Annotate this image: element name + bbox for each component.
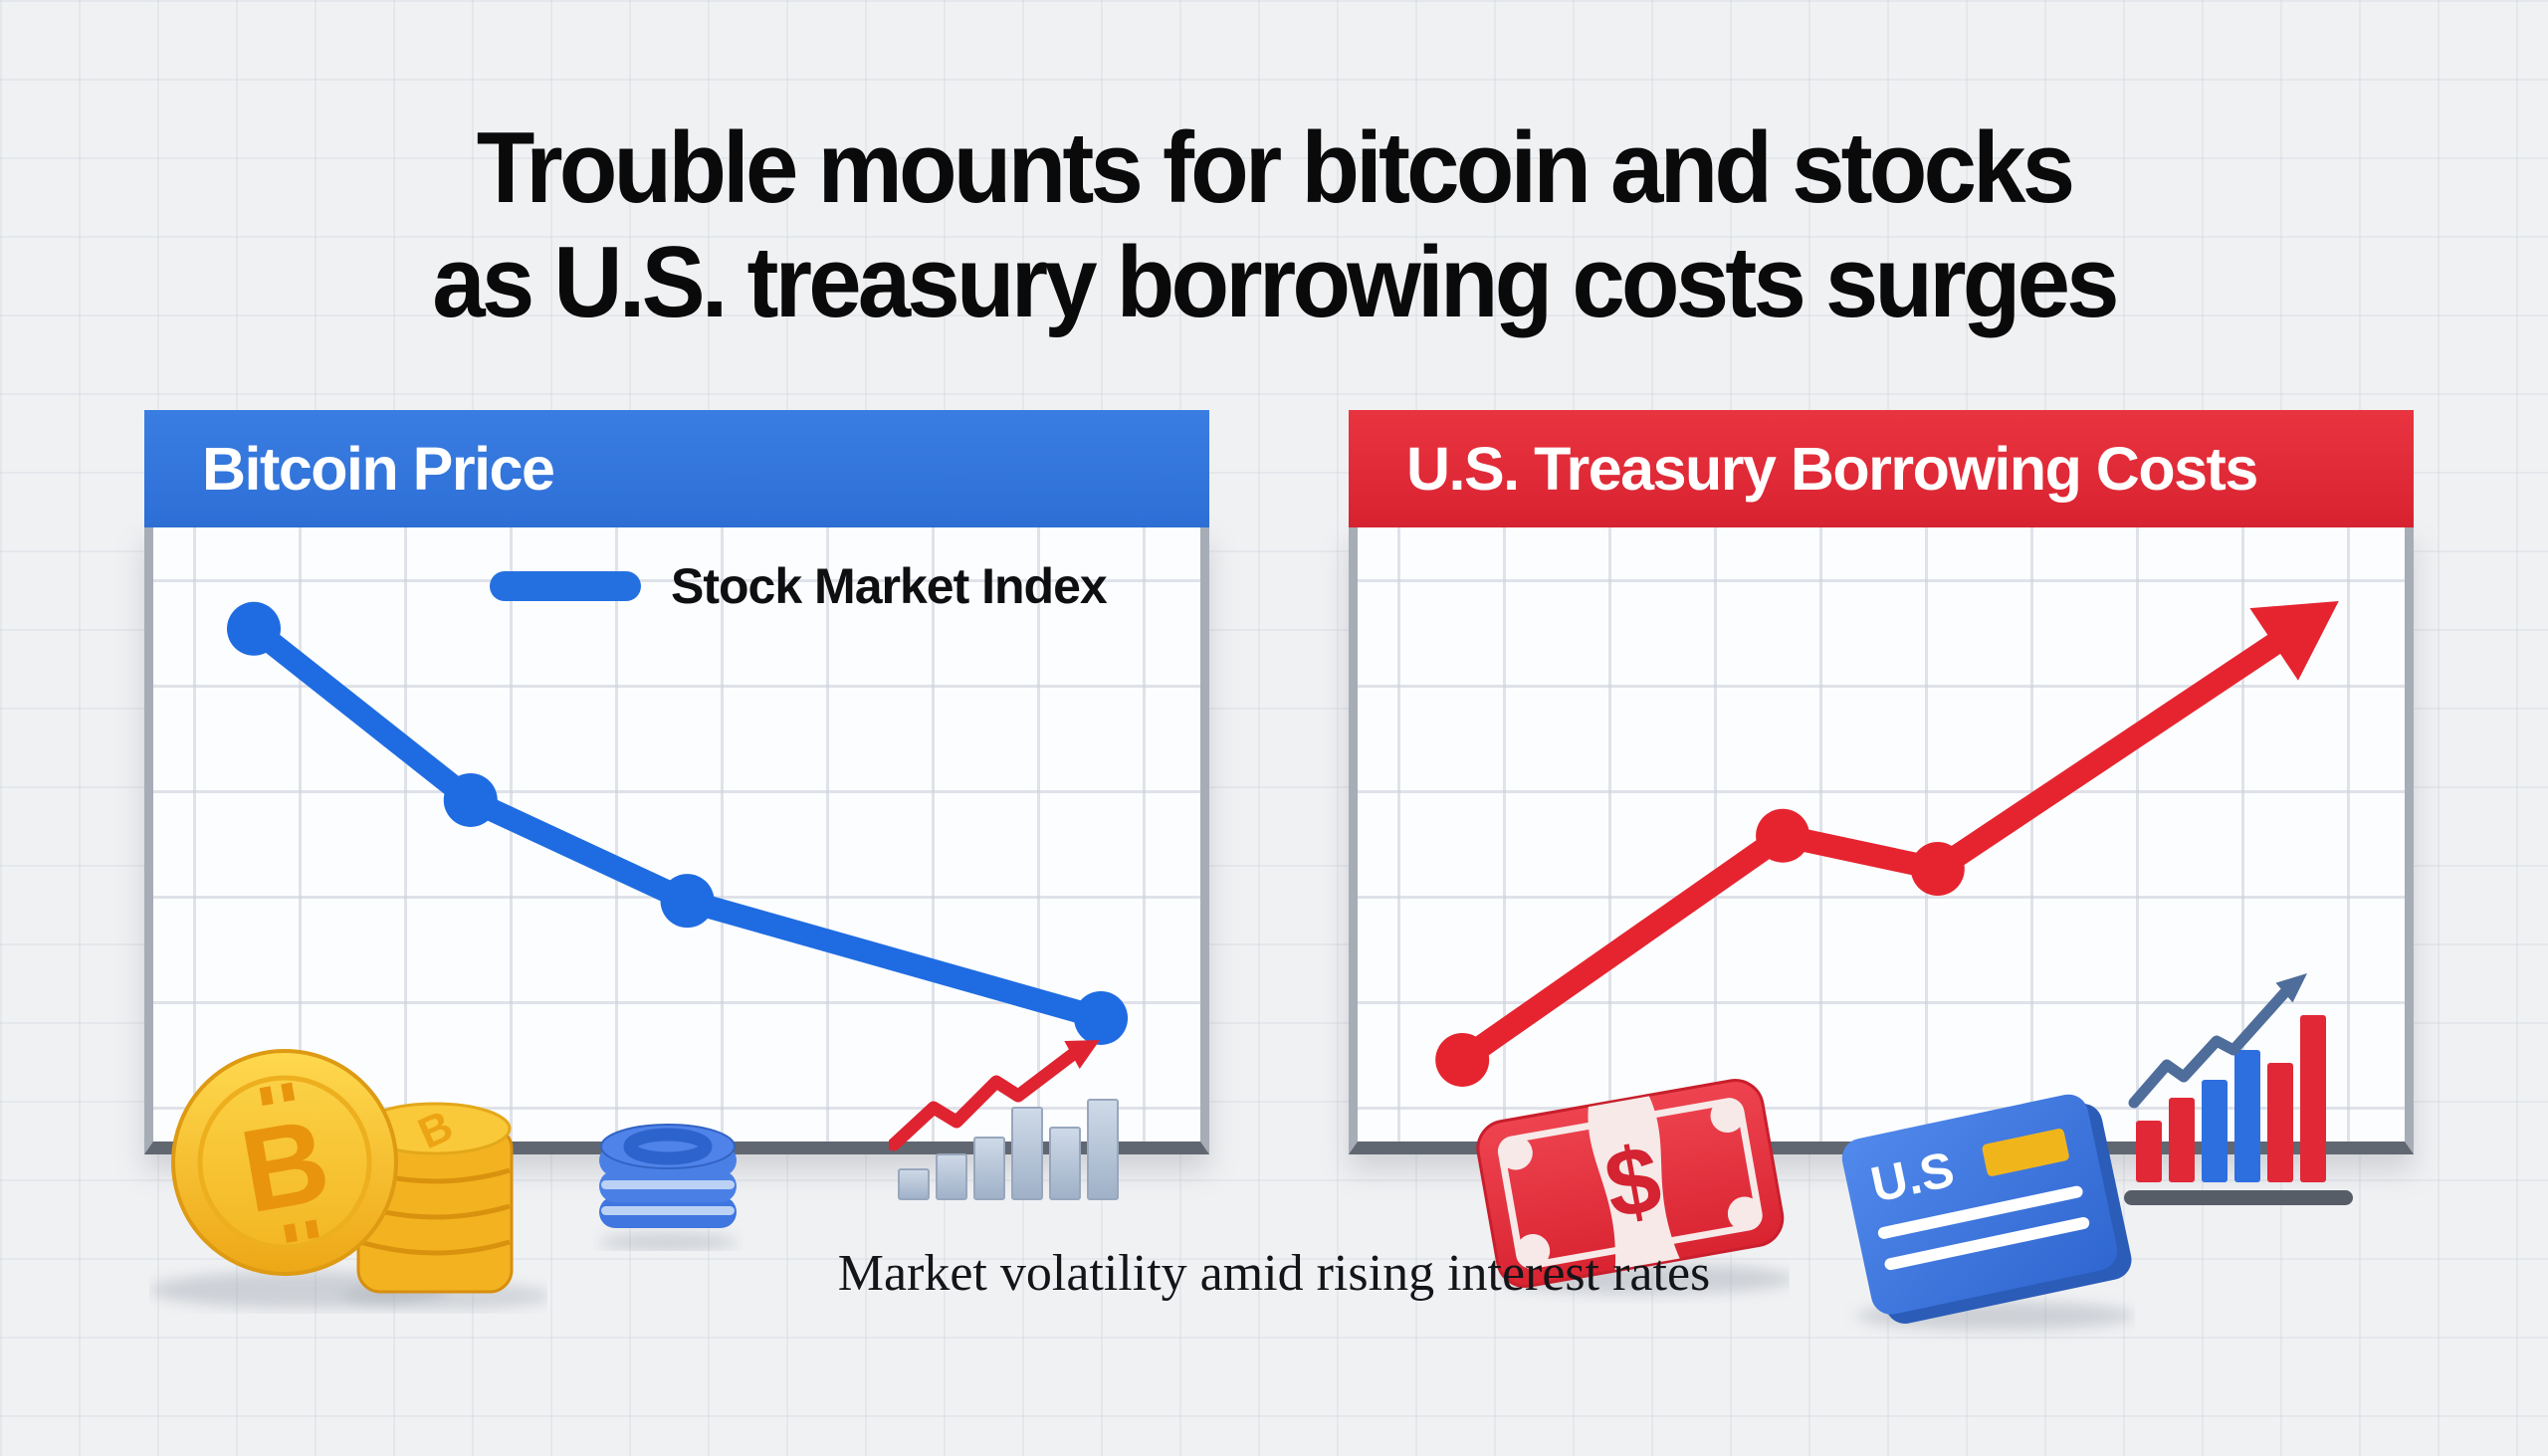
card-yellow-stripe [1982, 1129, 2069, 1176]
us-treasury-card-icon: U.S [1841, 1094, 2135, 1331]
title-line-1: Trouble mounts for bitcoin and stocks [476, 112, 2075, 224]
red-zigzag-arrow [889, 1040, 1100, 1151]
bar-chart-base [2124, 1190, 2353, 1205]
bitcoin-panel-title: Bitcoin Price [202, 435, 555, 503]
blue-chip-stack-icon [598, 1124, 738, 1251]
chip-shadow [598, 1233, 738, 1251]
blue-zigzag-arrow [2128, 973, 2307, 1109]
stock-market-index-legend: Stock Market Index [490, 557, 1108, 615]
legend-line-swatch [490, 571, 641, 601]
treasury-panel-header: U.S. Treasury Borrowing Costs [1349, 410, 2414, 527]
bitcoin-declining-line-chart [226, 601, 1129, 1045]
rising-bar-chart-red-arrow-icon [889, 1040, 1119, 1200]
bitcoin-coins-icon: B B [149, 1049, 547, 1310]
treasury-rising-line-chart [1435, 601, 2339, 1087]
gray-bars [898, 1099, 1119, 1200]
legend-label: Stock Market Index [671, 558, 1108, 614]
red-blue-bars [2136, 1015, 2326, 1182]
bitcoin-panel-header: Bitcoin Price [144, 410, 1209, 527]
bitcoin-chart-area: Stock Market Index [144, 527, 1209, 1154]
page-title: Trouble mounts for bitcoin and stocks as… [64, 111, 2484, 340]
title-line-2: as U.S. treasury borrowing costs surges [432, 227, 2119, 339]
caption: Market volatility amid rising interest r… [837, 1245, 1711, 1302]
treasury-chart-area [1349, 527, 2414, 1154]
treasury-panel-title: U.S. Treasury Borrowing Costs [1406, 435, 2258, 503]
rising-bar-chart-blue-arrow-icon [2124, 973, 2353, 1205]
bitcoin-price-panel: Bitcoin Price Stock Market Index [144, 410, 1209, 1154]
bitcoin-coin-icon: B [171, 1049, 398, 1276]
dollar-bill-icon: $ [1476, 1079, 1790, 1295]
treasury-costs-panel: U.S. Treasury Borrowing Costs [1349, 410, 2414, 1154]
